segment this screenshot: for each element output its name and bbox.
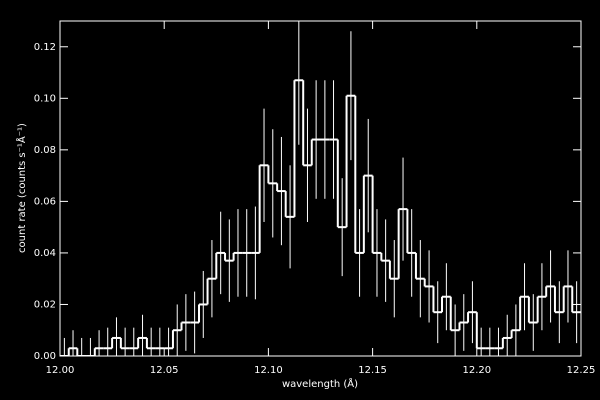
y-tick-label: 0.00 xyxy=(34,351,56,362)
y-tick-label: 0.06 xyxy=(34,196,56,207)
x-tick-label: 12.05 xyxy=(150,365,179,376)
x-tick-label: 12.20 xyxy=(462,365,491,376)
data-layer xyxy=(60,21,581,356)
plot-frame xyxy=(59,20,582,357)
y-axis-label: count rate (counts s⁻¹Å⁻¹) xyxy=(15,123,28,253)
y-tick-label: 0.08 xyxy=(34,145,56,156)
x-axis-label: wavelength (Å) xyxy=(282,377,358,390)
y-tick-label: 0.12 xyxy=(34,42,56,53)
y-tick-label: 0.04 xyxy=(34,248,56,259)
x-tick-label: 12.15 xyxy=(358,365,387,376)
x-tick-label: 12.25 xyxy=(567,365,596,376)
x-tick-label: 12.00 xyxy=(46,365,75,376)
y-tick-label: 0.02 xyxy=(34,299,56,310)
y-tick-label: 0.10 xyxy=(34,93,56,104)
x-tick-label: 12.10 xyxy=(254,365,283,376)
